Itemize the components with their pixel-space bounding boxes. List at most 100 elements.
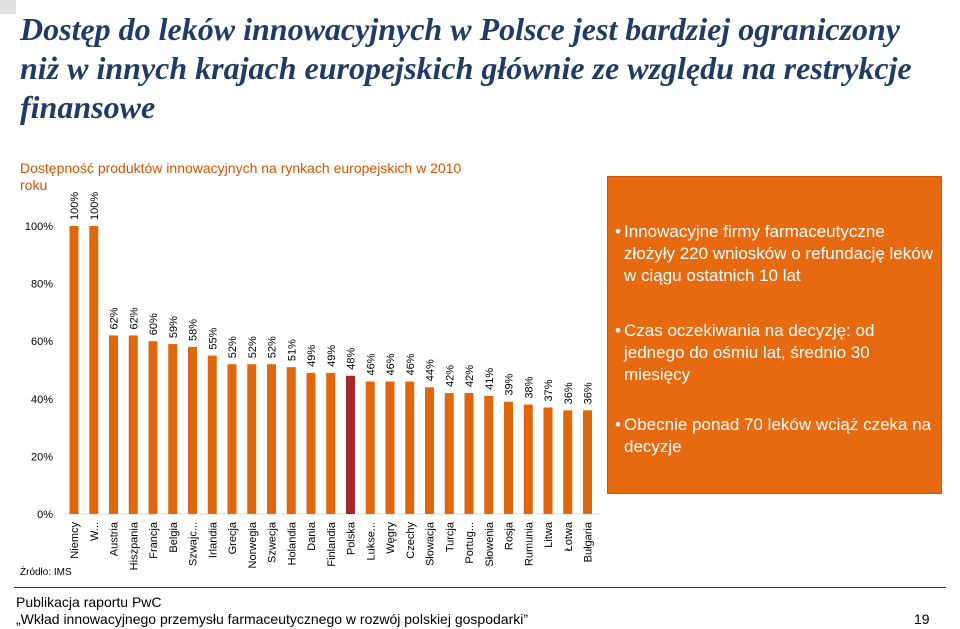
footer-divider [14,587,946,588]
bar-value-label: 36% [563,382,575,404]
y-tick-label: 100% [25,221,53,233]
bar-15 [346,375,355,514]
bar-value-label: 52% [227,336,239,358]
category-label: Dania [306,521,318,551]
info-bullet-1: • Innowacyjne firmy farmaceutyczne złoży… [608,221,934,287]
bar-13 [306,372,316,514]
category-label: Hiszpania [128,521,140,570]
bar-value-label: 49% [326,345,338,367]
info-bullet-text: Obecnie ponad 70 leków wciąż czeka na de… [624,415,932,456]
bar-20 [444,393,454,514]
info-box: • Innowacyjne firmy farmaceutyczne złoży… [607,176,942,494]
bar-value-label: 52% [247,336,259,358]
category-label: Rosja [504,521,516,550]
bar-value-label: 62% [109,307,121,329]
bar-19 [425,387,434,514]
bar-chart: 0% 20% 40% 60% 80% 100% 100% Niemcy 100% W... 62% A… [25,192,600,570]
y-tick-label: 60% [31,336,53,348]
info-bullet-2: • Czas oczekiwania na decyzję: od jedneg… [608,320,934,386]
footer-report-title: „Wkład innowacyjnego przemysłu farmaceut… [16,611,528,627]
slide-corner-marker [0,0,16,14]
category-label: Szwecja [267,521,279,563]
bar-14 [326,372,336,514]
bar-27 [583,410,592,514]
bar-9 [227,364,237,514]
bar-12 [286,367,296,514]
bar-value-label: 58% [188,319,200,341]
bar-value-label: 52% [267,336,279,358]
category-label: Łotwa [563,521,575,551]
bar-value-label: 42% [464,365,476,387]
bar-value-label: 46% [405,353,417,375]
source-note: Źródło: IMS [20,567,72,578]
category-label: Węgry [385,522,397,554]
category-label: W... [89,522,101,541]
bar-value-label: 44% [425,359,437,381]
category-label: Bułgaria [583,521,595,562]
bar-value-label: 49% [306,345,318,367]
bar-6 [168,344,178,514]
category-label: Słowenia [484,521,496,567]
bar-24 [523,404,533,514]
category-label: Norwegia [247,521,259,568]
bar-22 [484,395,494,514]
bar-value-label: 100% [89,192,101,220]
bar-value-label: 100% [69,192,81,220]
bar-16 [365,381,375,514]
bar-value-label: 41% [484,368,496,390]
bar-23 [504,401,513,514]
info-bullet-text: Innowacyjne firmy farmaceutyczne złożyły… [624,222,933,285]
bar-value-label: 46% [365,353,377,375]
bar-value-label: 62% [128,307,140,329]
slide-title: Dostęp do leków innowacyjnych w Polsce j… [20,11,912,125]
category-label: Litwa [543,521,555,548]
bar-value-label: 51% [286,339,298,361]
info-bullet-3: • Obecnie ponad 70 leków wciąż czeka na … [608,414,934,458]
bar-value-label: 48% [346,348,358,370]
category-label: Irlandia [207,521,219,558]
bullet-icon: • [615,415,621,434]
info-bullet-text: Czas oczekiwania na decyzję: od jednego … [624,321,875,384]
category-label: Grecja [227,521,239,554]
bar-8 [207,355,217,514]
bar-value-label: 55% [207,327,219,349]
category-label: Niemcy [69,522,81,559]
y-tick-label: 40% [31,394,53,406]
category-label: Austria [109,521,121,556]
category-label: Szwajc... [188,522,200,566]
category-label: Belgia [168,521,180,552]
bar-3 [109,335,118,514]
bar-11 [267,364,276,514]
category-label: Rumunia [523,521,535,566]
footer-publication: Publikacja raportu PwC [16,594,162,610]
bar-1 [69,226,79,514]
y-tick-label: 0% [37,509,53,521]
bar-4 [128,335,138,514]
bar-value-label: 60% [148,313,160,335]
bar-value-label: 39% [504,373,516,395]
bar-value-label: 46% [385,353,397,375]
bar-7 [188,346,197,514]
bar-value-label: 42% [444,365,456,387]
bar-2 [89,226,99,514]
bar-5 [148,341,158,514]
bar-value-label: 38% [523,376,535,398]
bar-18 [405,381,415,514]
bullet-icon: • [615,222,621,241]
category-label: Słowacja [425,521,437,566]
bar-25 [543,407,553,514]
category-label: Finlandia [326,521,338,567]
bar-21 [464,393,474,514]
page-number: 19 [914,611,930,627]
bar-26 [563,410,573,514]
chart-title: Dostępność produktów innowacyjnych na ry… [20,160,462,193]
bar-17 [385,381,395,514]
category-label: Holandia [286,521,298,565]
category-label: Francja [148,521,160,559]
category-label: Turcja [444,521,456,552]
y-tick-label: 80% [31,279,53,291]
bar-value-label: 59% [168,316,180,338]
bullet-icon: • [615,321,621,340]
bar-value-label: 36% [583,382,595,404]
y-tick-label: 20% [31,451,53,463]
